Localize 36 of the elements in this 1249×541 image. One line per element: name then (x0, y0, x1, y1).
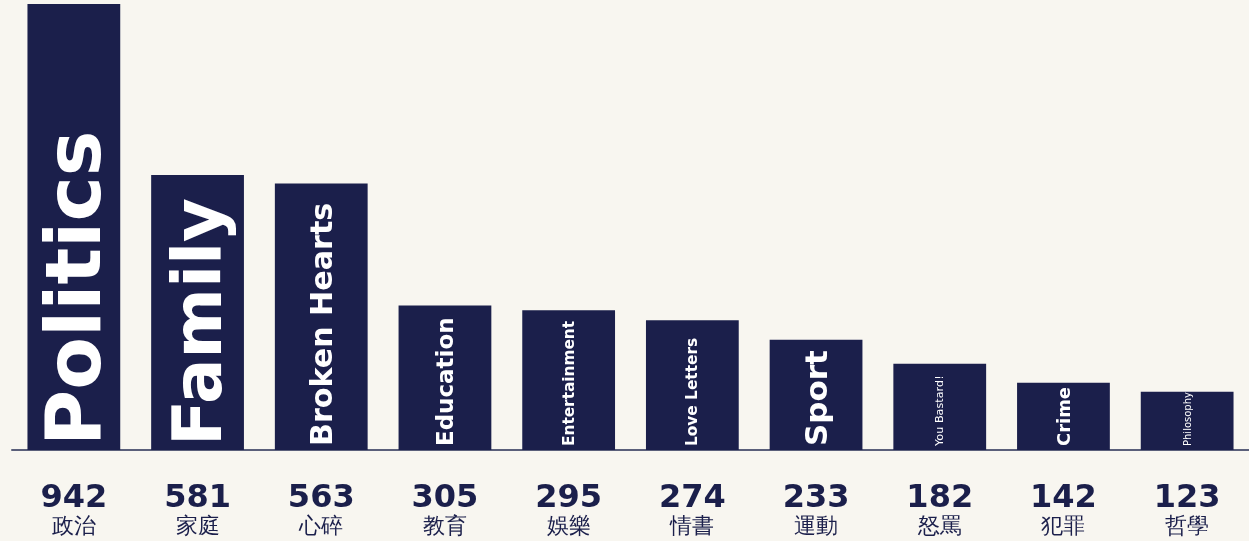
data-label: 942 (40, 477, 108, 515)
annotation: Entertainment (559, 320, 578, 446)
data-label: 123 (1153, 477, 1221, 515)
annotation: Broken Hearts (303, 202, 339, 446)
x-tick-label: 哲學 (1165, 512, 1210, 538)
bar (398, 305, 492, 450)
annotation: Education (431, 317, 458, 446)
annotation: Love Letters (683, 337, 702, 446)
annotation: Family (158, 197, 238, 446)
bar (522, 310, 616, 450)
data-label: 142 (1030, 477, 1097, 515)
x-tick-label: 犯罪 (1041, 512, 1086, 538)
annotation: Philosophy (1181, 391, 1193, 446)
x-tick-label: 教育 (422, 512, 467, 538)
data-label: 563 (287, 477, 355, 515)
x-tick-label: 家庭 (175, 512, 220, 538)
data-label: 305 (411, 477, 479, 515)
annotation: Politics (29, 130, 119, 446)
x-tick-label: 心碎 (298, 512, 344, 538)
x-tick-label: 怒罵 (916, 512, 962, 538)
annotation: You Bastard! (933, 375, 947, 447)
bar (1017, 382, 1110, 450)
data-label: 233 (782, 477, 850, 515)
data-label: 182 (906, 477, 974, 515)
bar (645, 320, 739, 450)
bar (893, 363, 987, 450)
x-tick-label: 娛樂 (546, 512, 591, 538)
x-tick-label: 情書 (669, 512, 715, 538)
x-tick-label: 運動 (794, 512, 839, 538)
bar (1140, 391, 1234, 450)
annotation: Crime (1052, 386, 1074, 446)
x-tick-label: 政治 (51, 512, 96, 538)
data-label: 581 (164, 477, 231, 515)
data-label: 295 (535, 477, 603, 515)
data-label: 274 (658, 477, 726, 515)
annotation: Sport (798, 349, 835, 446)
